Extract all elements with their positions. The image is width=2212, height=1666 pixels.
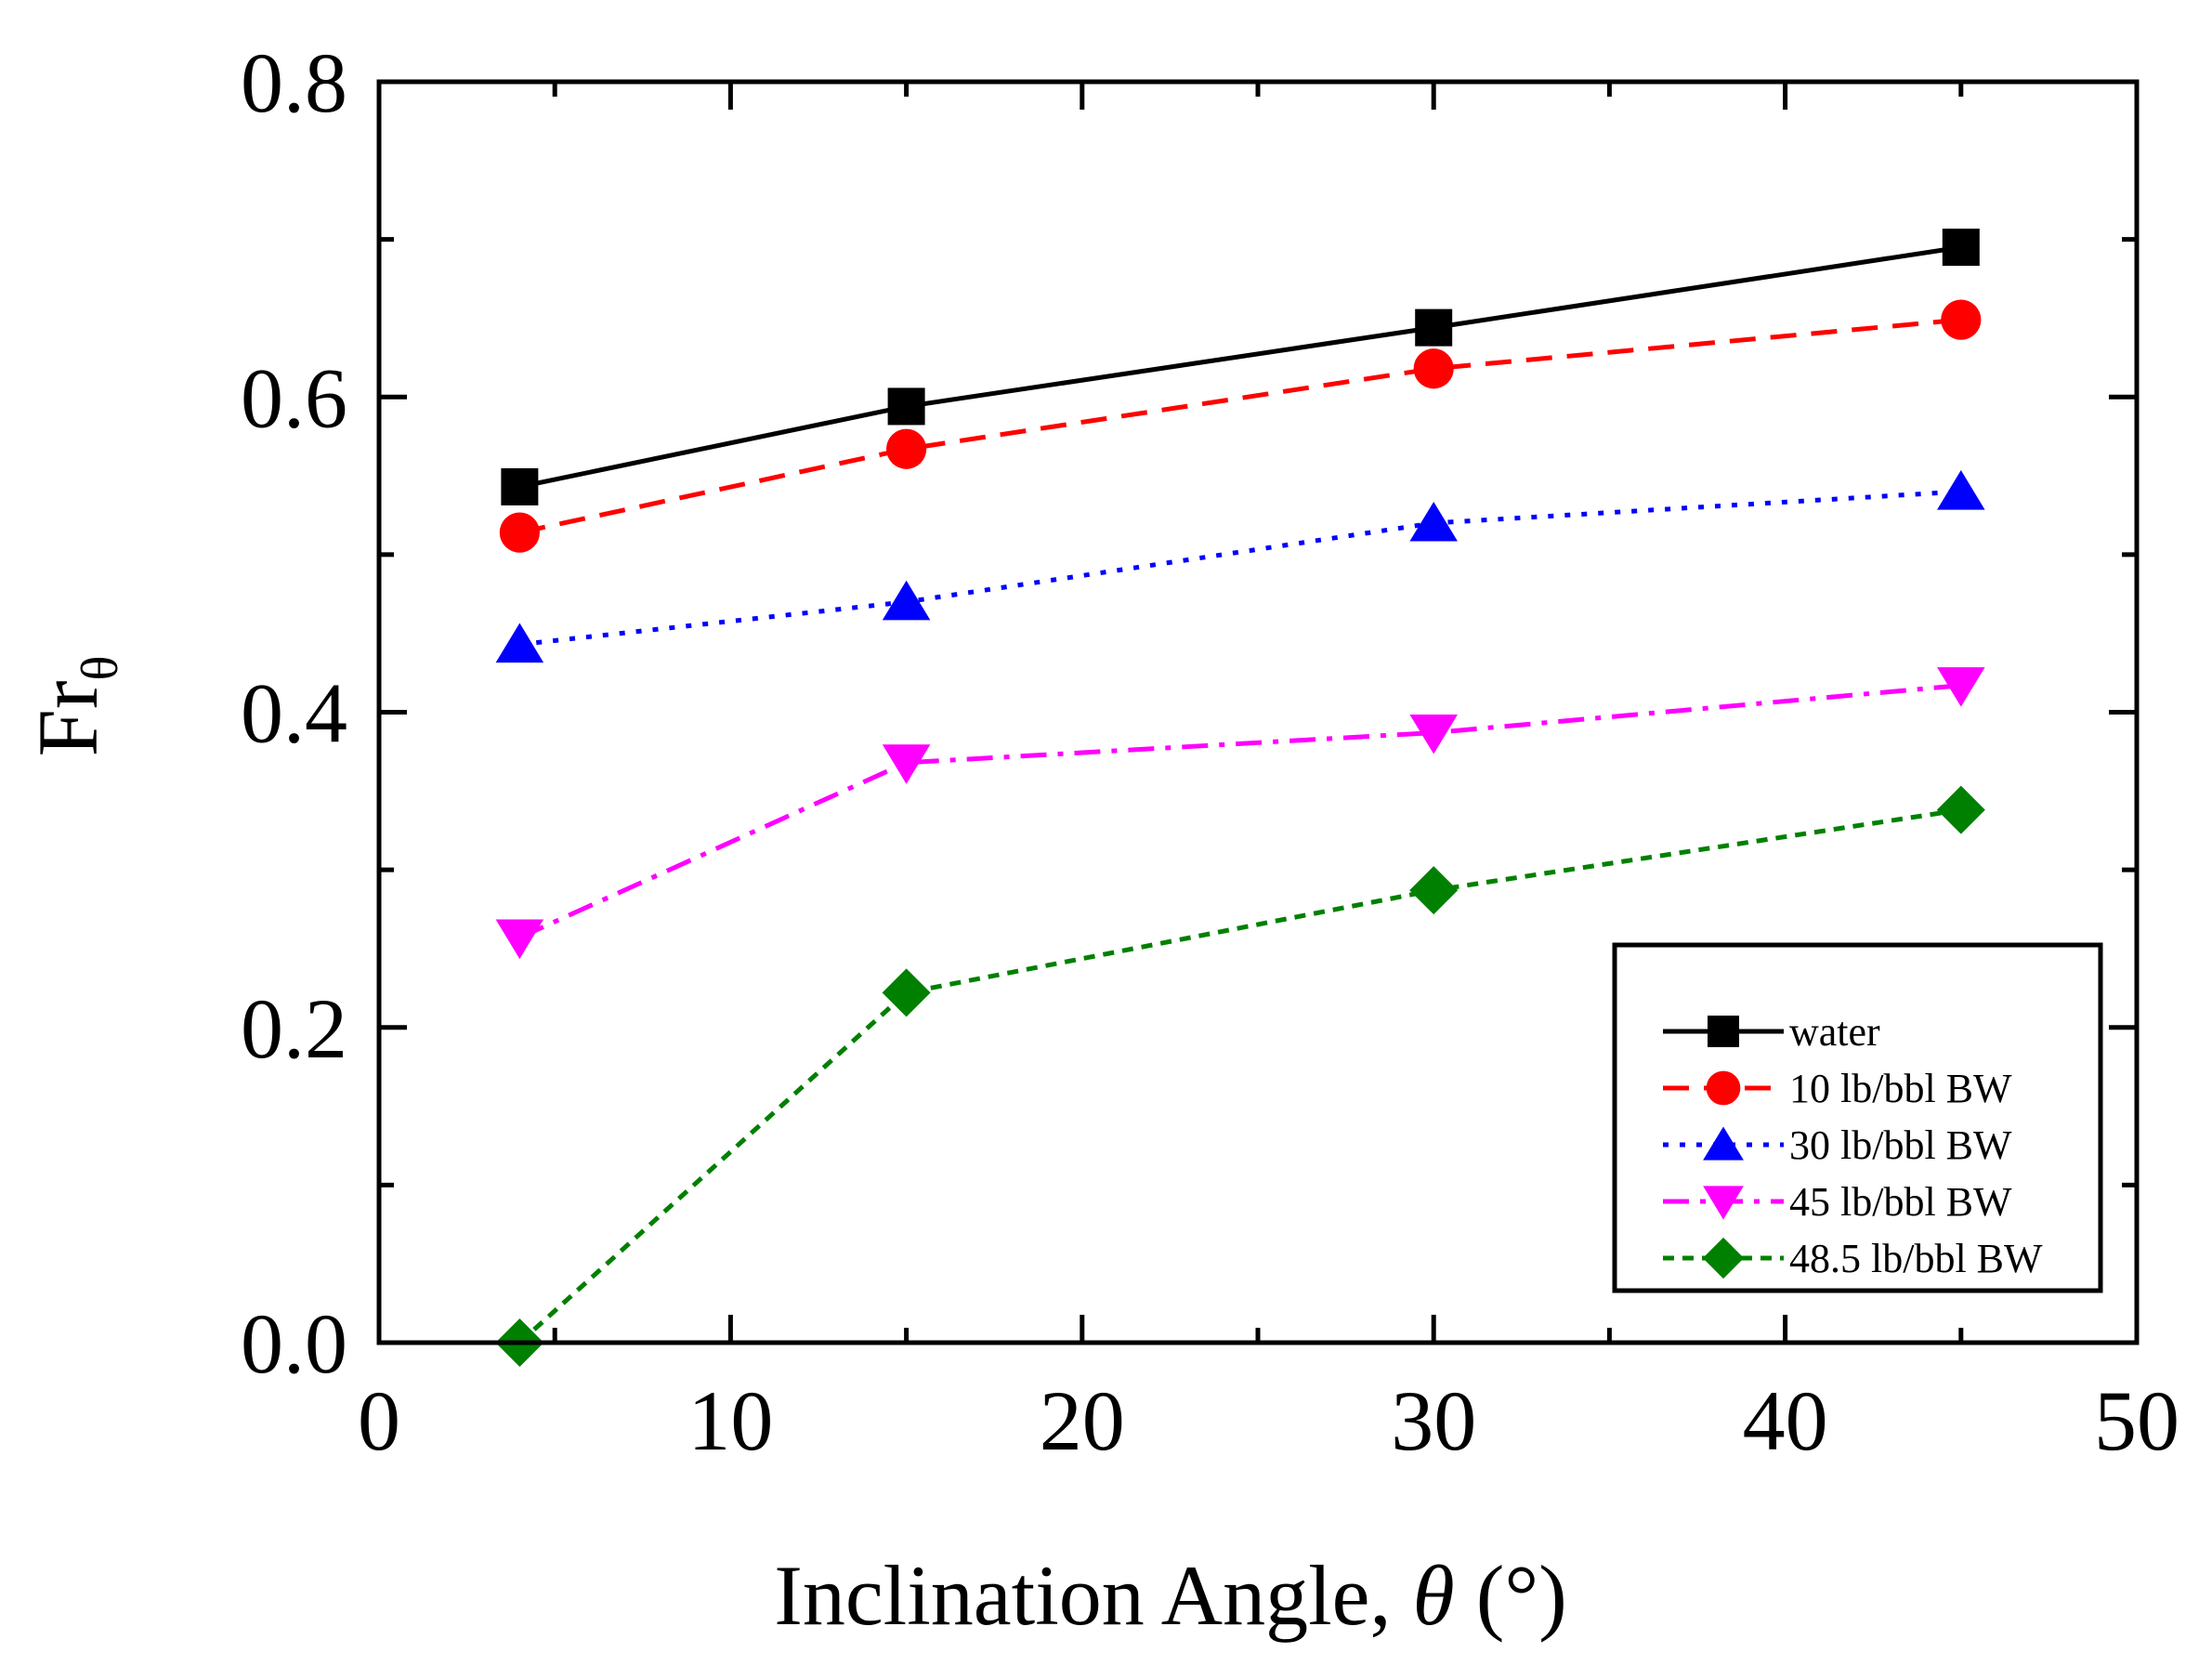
legend-label-30-lb-bbl-bw: 30 lb/bbl BW — [1789, 1122, 2012, 1168]
series-10-lb-bbl-bw — [499, 299, 1982, 553]
legend-marker-45-lb-bbl-bw — [1703, 1186, 1744, 1220]
y-tick-label: 0.0 — [241, 1296, 347, 1391]
legend-marker-30-lb-bbl-bw — [1703, 1126, 1744, 1161]
data-point-45-lb-bbl-bw — [1937, 667, 1985, 707]
legend-label-10-lb-bbl-bw: 10 lb/bbl BW — [1789, 1066, 2012, 1111]
x-tick-label: 20 — [1040, 1373, 1125, 1468]
legend-marker-48-5-lb-bbl-bw — [1702, 1237, 1745, 1279]
data-point-48-5-lb-bbl-bw — [1409, 866, 1459, 915]
series-45-lb-bbl-bw — [495, 667, 1985, 960]
x-tick-label: 40 — [1743, 1373, 1828, 1468]
data-point-48-5-lb-bbl-bw — [882, 968, 931, 1017]
x-tick-label: 50 — [2094, 1373, 2179, 1468]
data-point-30-lb-bbl-bw — [882, 580, 931, 621]
data-point-45-lb-bbl-bw — [495, 919, 544, 960]
data-point-30-lb-bbl-bw — [1937, 470, 1985, 510]
legend-label-water: water — [1789, 1009, 1880, 1055]
x-tick-label: 30 — [1391, 1373, 1476, 1468]
x-axis-title-main: Inclination Angle, — [774, 1548, 1412, 1643]
data-point-water — [501, 467, 539, 505]
y-tick-label: 0.2 — [241, 981, 347, 1076]
series-line-45-lb-bbl-bw — [518, 683, 1962, 940]
x-tick-label: 0 — [358, 1373, 400, 1468]
legend-label-45-lb-bbl-bw: 45 lb/bbl BW — [1789, 1179, 2012, 1225]
y-axis-title-main: Fr — [20, 681, 115, 757]
x-axis-title-unit: (°) — [1455, 1548, 1567, 1643]
data-point-30-lb-bbl-bw — [1409, 501, 1458, 542]
legend-item-45-lb-bbl-bw: 45 lb/bbl BW — [1663, 1179, 2012, 1225]
data-point-10-lb-bbl-bw — [1413, 348, 1454, 389]
x-axis-title-symbol: θ — [1413, 1548, 1455, 1643]
legend-item-10-lb-bbl-bw: 10 lb/bbl BW — [1663, 1066, 2012, 1111]
data-point-10-lb-bbl-bw — [499, 512, 540, 553]
series-line-48-5-lb-bbl-bw — [517, 807, 1962, 1345]
legend-marker-10-lb-bbl-bw — [1706, 1070, 1741, 1106]
series-line-water — [518, 244, 1962, 490]
x-axis-title: Inclination Angle, θ (°) — [774, 1548, 1567, 1643]
axis-tick-labels: 0 10 20 30 40 50 0.0 0.2 0.4 0.6 0.8 — [241, 35, 2179, 1468]
y-tick-label: 0.8 — [241, 35, 347, 130]
series-48-5-lb-bbl-bw — [495, 785, 1985, 1367]
data-point-water — [1415, 308, 1453, 347]
series-water — [501, 229, 1980, 505]
x-tick-label: 10 — [687, 1373, 773, 1468]
y-axis-title-subscript: θ — [72, 656, 129, 681]
data-point-10-lb-bbl-bw — [1941, 299, 1982, 340]
legend-item-48-5-lb-bbl-bw: 48.5 lb/bbl BW — [1663, 1236, 2043, 1281]
data-point-45-lb-bbl-bw — [882, 744, 931, 784]
data-point-30-lb-bbl-bw — [495, 623, 544, 663]
series-line-10-lb-bbl-bw — [518, 317, 1962, 535]
series-30-lb-bbl-bw — [495, 470, 1985, 663]
legend-label-48-5-lb-bbl-bw: 48.5 lb/bbl BW — [1789, 1236, 2043, 1281]
y-axis-title: Frθ — [20, 656, 129, 757]
series-layer — [495, 229, 1985, 1367]
data-point-48-5-lb-bbl-bw — [1936, 785, 1985, 834]
legend-marker-water — [1708, 1016, 1739, 1047]
data-point-45-lb-bbl-bw — [1409, 715, 1458, 754]
data-point-water — [887, 387, 925, 426]
series-line-30-lb-bbl-bw — [519, 489, 1961, 648]
legend: water 10 lb/bbl BW 30 lb/bbl BW 45 lb/bbl B… — [1612, 942, 2103, 1293]
y-tick-label: 0.4 — [241, 666, 347, 761]
legend-items: water 10 lb/bbl BW 30 lb/bbl BW 45 lb/bbl B… — [1663, 1009, 2043, 1281]
y-tick-label: 0.6 — [241, 350, 347, 445]
axis-ticks — [376, 79, 2140, 1345]
data-point-10-lb-bbl-bw — [886, 428, 927, 469]
legend-item-water: water — [1663, 1009, 1880, 1055]
legend-box — [1612, 942, 2103, 1293]
legend-item-30-lb-bbl-bw: 30 lb/bbl BW — [1663, 1122, 2012, 1168]
data-point-water — [1942, 229, 1980, 267]
